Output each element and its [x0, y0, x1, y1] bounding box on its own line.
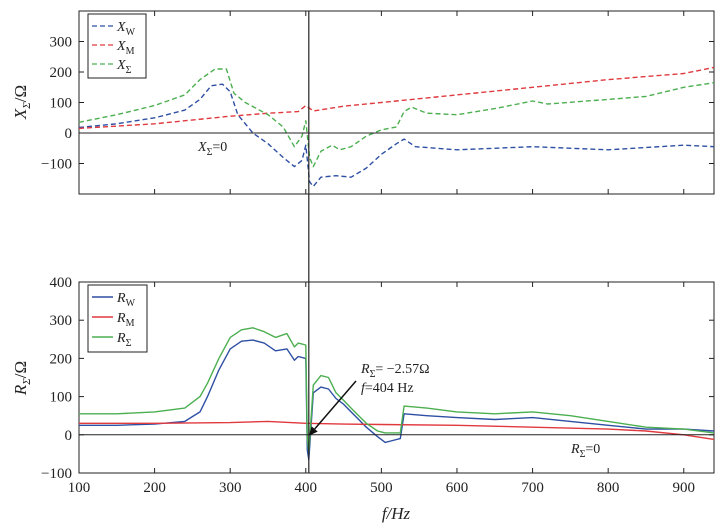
bottom-legend-box	[87, 284, 148, 353]
top-zero-annotation: XΣ=0	[197, 140, 227, 158]
top-ytick-label: −100	[41, 157, 72, 173]
xtick-label: 200	[143, 480, 166, 496]
top-panel: −100 0 100 200 300 XΣ/Ω XW XM XΣ XΣ=0	[11, 10, 715, 195]
top-legend: XW XM XΣ	[87, 13, 147, 79]
bottom-legend-label-rm: RM	[116, 311, 135, 329]
bottom-ytick-label: 100	[50, 390, 73, 406]
x-axis-label: f/Hz	[382, 504, 411, 523]
series-line-r-w	[79, 339, 715, 461]
bottom-legend-label-rw: RW	[116, 291, 136, 309]
annotation-arrow	[314, 380, 357, 430]
top-ytick-label: 100	[50, 96, 73, 112]
bottom-zero-annotation: RΣ=0	[570, 442, 600, 460]
series-line-x-m	[78, 66, 715, 130]
bottom-ytick-label: 0	[65, 428, 73, 444]
xtick-label: 900	[673, 480, 696, 496]
bottom-axis-ticks: −100 0 100 200 300 400 100 200 300 400 500 600 700 80…	[41, 275, 714, 496]
series-line-r-	[79, 327, 715, 453]
top-ytick-label: 300	[50, 35, 73, 51]
top-plot-frame	[78, 10, 715, 195]
bottom-series-group	[79, 327, 715, 461]
xtick-label: 500	[370, 480, 393, 496]
bottom-panel: −100 0 100 200 300 400 100 200 300 400 500 600 700 80…	[11, 275, 715, 523]
top-legend-label-xm: XM	[116, 39, 135, 57]
bottom-ytick-label: 400	[50, 275, 73, 291]
frequency-value-annotation: f=404 Hz	[361, 381, 414, 396]
xtick-label: 400	[295, 480, 318, 496]
top-ytick-label: 0	[65, 126, 73, 142]
top-axis-ticks: −100 0 100 200 300	[41, 11, 714, 194]
bottom-y-axis-label: RΣ/Ω	[11, 361, 33, 396]
top-series-group	[78, 66, 715, 188]
bottom-ytick-label: 300	[50, 313, 73, 329]
resistance-value-annotation: RΣ= −2.57Ω	[360, 362, 430, 380]
bottom-plot-frame	[78, 281, 715, 474]
bottom-legend-label-rsigma: RΣ	[116, 331, 132, 349]
bottom-ytick-label: −100	[41, 466, 72, 482]
top-legend-box	[87, 13, 147, 79]
xtick-label: 800	[597, 480, 620, 496]
top-ytick-label: 200	[50, 65, 73, 81]
top-legend-label-xw: XW	[116, 20, 136, 38]
top-legend-label-xsigma: XΣ	[116, 58, 132, 76]
series-line-x-	[78, 68, 715, 168]
xtick-label: 700	[521, 480, 544, 496]
xtick-label: 300	[219, 480, 242, 496]
xtick-label: 600	[446, 480, 469, 496]
annotation-arrow-head	[308, 426, 318, 436]
series-line-x-w	[78, 83, 715, 188]
xtick-label: 100	[68, 480, 91, 496]
top-y-axis-label: XΣ/Ω	[11, 85, 33, 120]
bottom-ytick-label: 200	[50, 351, 73, 367]
series-line-r-m	[79, 420, 715, 441]
bottom-legend: RW RM RΣ	[87, 284, 148, 353]
